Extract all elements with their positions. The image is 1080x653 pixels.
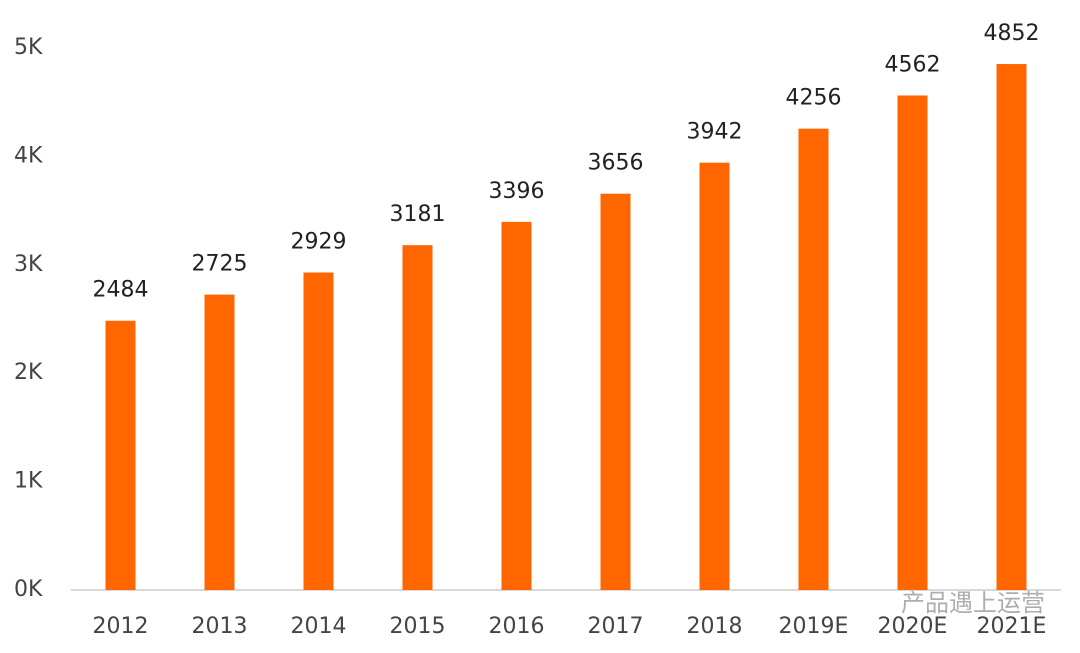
y-tick-label: 4K <box>14 143 43 168</box>
value-label: 2725 <box>192 252 248 277</box>
bar <box>798 128 829 590</box>
x-tick-label: 2015 <box>390 614 446 639</box>
watermark: 产品遇上运营 <box>901 589 1045 617</box>
value-label: 4256 <box>786 86 842 111</box>
bar <box>501 221 532 590</box>
value-label: 2929 <box>291 229 347 254</box>
y-tick-label: 1K <box>14 469 43 494</box>
bar <box>897 95 928 591</box>
x-tick-label: 2014 <box>291 614 347 639</box>
value-label: 2484 <box>93 278 149 303</box>
bar <box>402 245 433 590</box>
x-tick-label: 2017 <box>588 614 644 639</box>
value-label: 3396 <box>489 179 545 204</box>
y-tick-label: 0K <box>14 577 43 602</box>
y-tick-label: 2K <box>14 360 43 385</box>
bar <box>105 320 136 590</box>
x-tick-label: 2021E <box>977 614 1047 639</box>
y-tick-label: 3K <box>14 252 43 277</box>
bar <box>204 294 235 590</box>
value-label: 3942 <box>687 120 743 145</box>
value-label: 3656 <box>588 151 644 176</box>
bar <box>303 272 334 590</box>
value-label: 4562 <box>885 52 941 77</box>
x-tick-label: 2018 <box>687 614 743 639</box>
y-tick-label: 5K <box>14 35 43 60</box>
x-tick-label: 2019E <box>779 614 849 639</box>
bar <box>600 193 631 590</box>
x-tick-label: 2012 <box>93 614 149 639</box>
value-label: 3181 <box>390 202 446 227</box>
x-tick-label: 2016 <box>489 614 545 639</box>
bar <box>699 162 730 590</box>
x-tick-label: 2013 <box>192 614 248 639</box>
value-label: 4852 <box>984 21 1040 46</box>
bar <box>996 64 1027 590</box>
x-tick-label: 2020E <box>878 614 948 639</box>
